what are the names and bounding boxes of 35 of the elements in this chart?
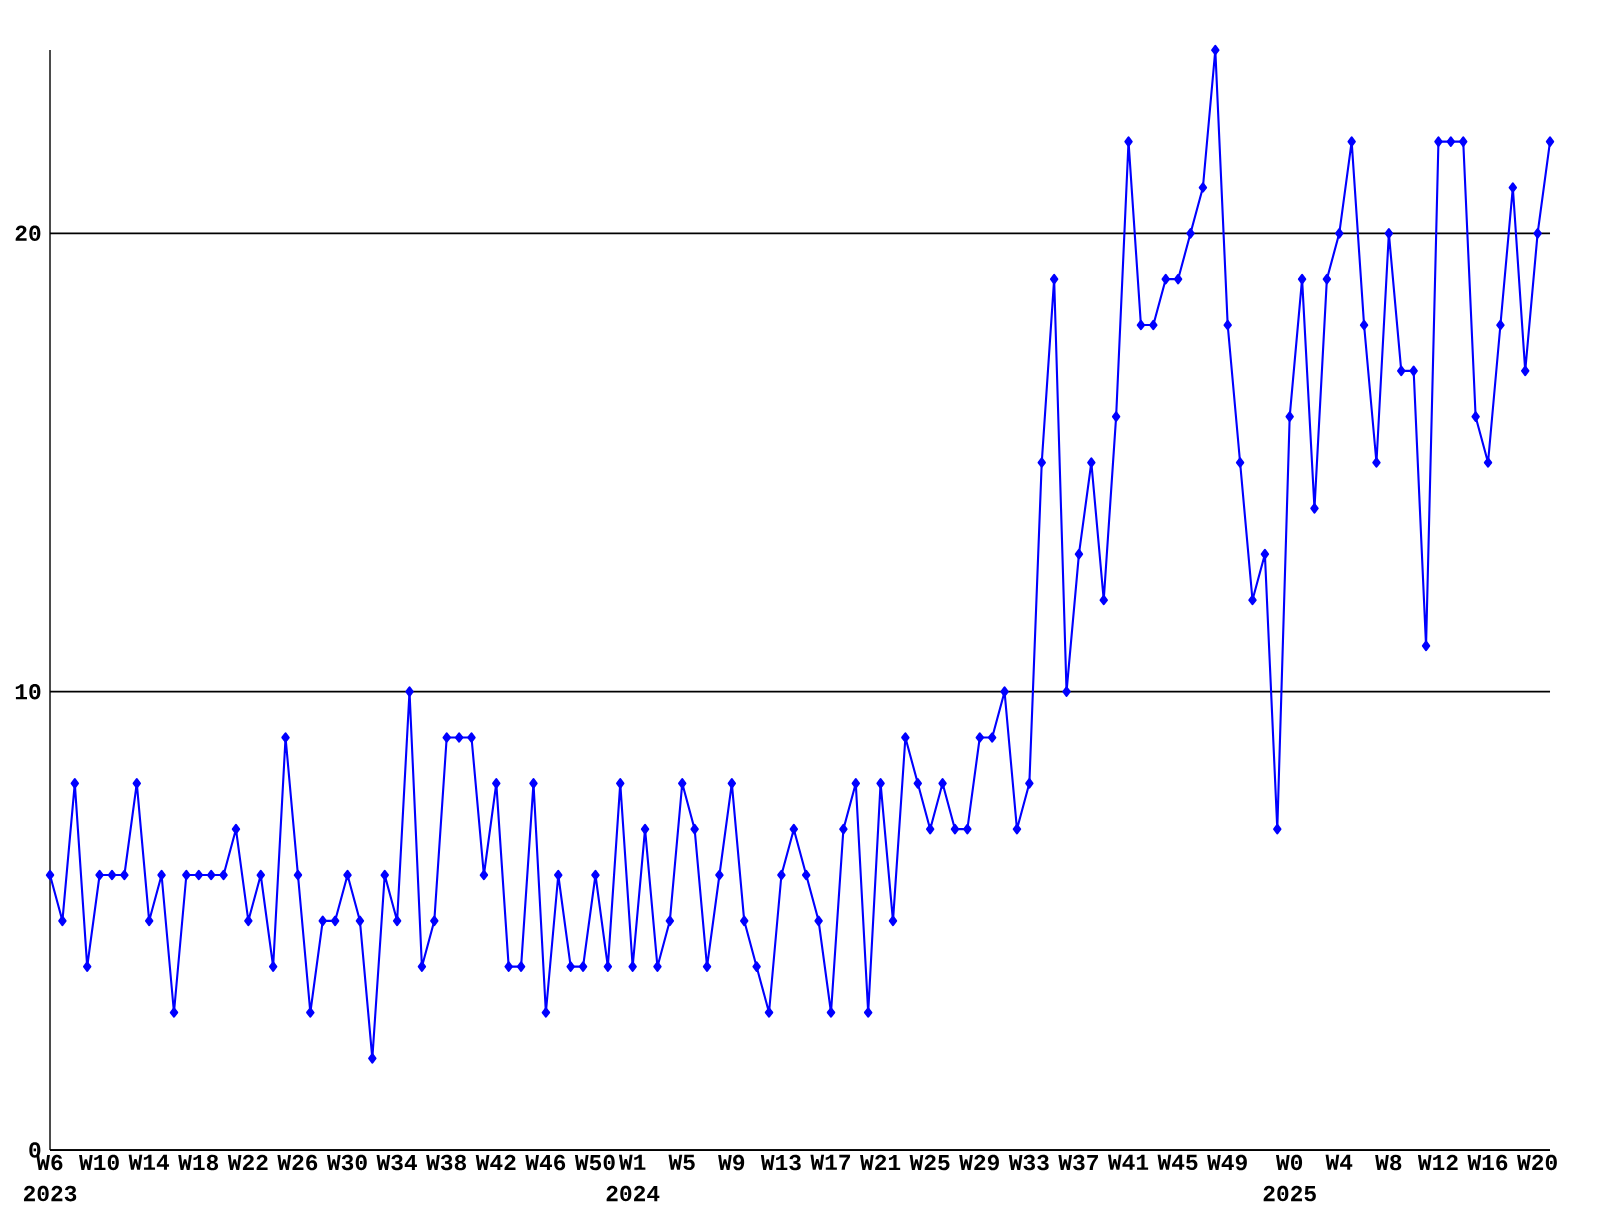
text: 2025 <box>1263 1185 1316 1202</box>
x-tick-label: W20 <box>1517 1154 1557 1171</box>
x-tick-label: W5 <box>668 1154 695 1171</box>
x-tick-label: W8 <box>1375 1154 1402 1171</box>
x-tick-label: W37 <box>1058 1154 1098 1171</box>
x-tick-label: W13 <box>760 1154 801 1171</box>
x-tick-label: W22 <box>227 1154 268 1171</box>
x-tick-label: W0 <box>1275 1154 1303 1171</box>
x-tick-label: W33 <box>1008 1154 1049 1171</box>
x-tick-label: W29 <box>959 1154 999 1171</box>
y-tick-label: 10 <box>15 683 41 700</box>
x-tick-label: W30 <box>326 1154 367 1171</box>
x-tick-label: W46 <box>525 1154 566 1171</box>
x-tick-label: W41 <box>1107 1154 1149 1170</box>
x-tick-label: W38 <box>426 1154 467 1171</box>
x-tick-label: W16 <box>1467 1154 1508 1171</box>
x-tick-label: W18 <box>178 1154 219 1171</box>
y-tick-label: 20 <box>15 225 41 242</box>
x-tick-label: W14 <box>128 1154 170 1170</box>
x-tick-label: W12 <box>1417 1154 1458 1171</box>
x-tick-label: W50 <box>574 1154 615 1171</box>
x-tick-label: W21 <box>860 1154 901 1171</box>
x-tick-label: W17 <box>810 1154 851 1170</box>
x-tick-label: W10 <box>79 1154 119 1171</box>
x-tick-label: W1 <box>618 1154 646 1170</box>
x-tick-label: W49 <box>1207 1154 1247 1171</box>
text: 2023 <box>23 1185 77 1202</box>
x-tick-label: W42 <box>475 1154 516 1171</box>
text: 2024 <box>606 1185 660 1202</box>
x-tick-label: W4 <box>1325 1154 1353 1170</box>
x-tick-label: W34 <box>376 1154 417 1171</box>
x-tick-label: W45 <box>1157 1154 1198 1171</box>
x-tick-label: W9 <box>718 1154 745 1171</box>
x-tick-label: W25 <box>909 1154 950 1171</box>
x-tick-label: W26 <box>277 1154 318 1171</box>
